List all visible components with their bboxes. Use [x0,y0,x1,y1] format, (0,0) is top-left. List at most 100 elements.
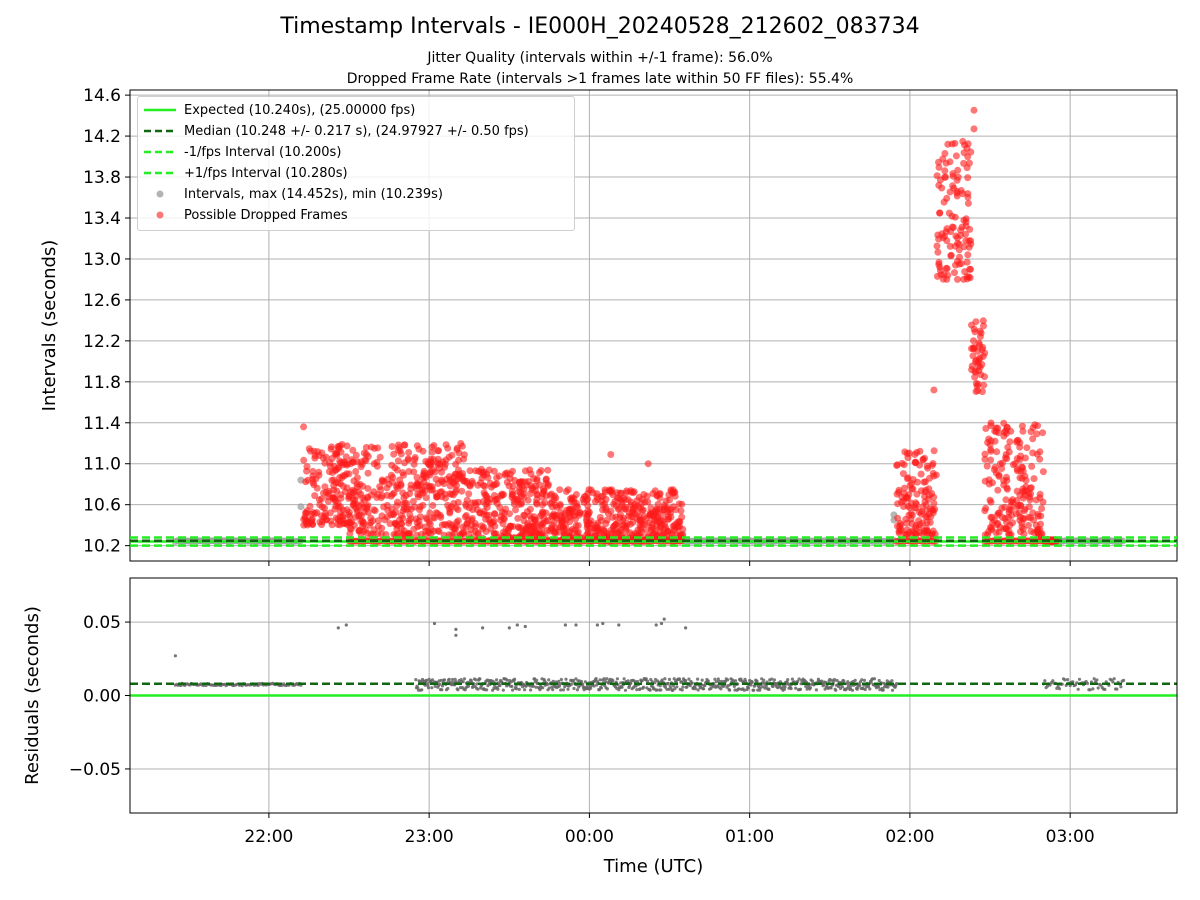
dropped-frame-point [337,491,345,499]
dropped-frame-point [491,510,499,518]
dropped-frame-point [483,494,491,502]
dropped-frame-point [539,490,547,498]
legend: Expected (10.240s), (25.00000 fps) Media… [137,96,575,231]
dropped-frame-point [644,498,652,506]
dropped-frame-point [572,522,580,530]
dropped-frame-point [454,475,462,483]
residual-point [1076,687,1080,691]
dropped-frame-point [564,486,572,494]
residual-point [1096,686,1100,690]
dropped-frame-point [442,441,450,449]
residual-point [834,688,838,692]
dropped-frame-point [995,429,1003,437]
dropped-frame-point [357,490,365,498]
residual-point [638,687,642,691]
dropped-frame-point [667,486,675,494]
dropped-frame-point [629,505,637,512]
residual-point [571,678,576,682]
dropped-frame-point [1002,525,1010,533]
residual-point [1051,679,1055,683]
dropped-frame-point [612,520,620,528]
dropped-frame-point [433,493,441,501]
residual-point [336,626,340,630]
dropped-frame-point [377,486,385,494]
dropped-frame-point [512,506,519,514]
dropped-frame-point [1020,530,1028,538]
dropped-frame-point [349,446,357,454]
dropped-frame-point [391,520,399,528]
residual-point [737,687,741,691]
residual-point [720,679,724,684]
dropped-frame-point [428,443,436,451]
residual-point [750,680,754,685]
residual-point [862,678,867,683]
dropped-frame-point [1016,516,1024,524]
dropped-frame-point [1021,454,1029,462]
dropped-frame-point [350,501,358,509]
dropped-frame-point [502,525,510,533]
dropped-frame-point [644,460,652,468]
dropped-frame-point [993,448,1001,456]
residual-point [529,688,533,692]
dropped-frame-point [303,467,311,475]
dropped-frame-point [326,509,334,517]
dropped-frame-point [306,502,314,510]
residual-point [732,684,736,689]
dropped-frame-point [407,515,415,523]
dropped-frame-point [678,513,686,521]
dropped-frame-point [526,466,534,474]
dropped-frame-point [374,517,382,525]
dropped-frame-point [430,514,438,522]
dropped-frame-point [1039,468,1047,476]
dropped-frame-point [329,494,337,502]
dropped-frame-point [322,453,330,461]
dropped-frame-point [1014,501,1022,509]
dropped-frame-point [556,502,564,510]
residual-point [726,678,730,682]
top-y-tick-label: 13.4 [83,209,121,229]
dropped-frame-point [981,455,989,463]
dropped-frame-point [980,322,987,330]
dropped-frame-point [332,479,340,487]
dropped-frame-point [1036,494,1044,502]
dropped-frame-point [513,495,521,503]
dropped-frame-point [493,474,501,482]
dropped-frame-point [955,246,963,254]
dropped-frame-point [894,514,902,522]
legend-item-dropped: Possible Dropped Frames [138,206,574,224]
dropped-frame-point [574,503,581,511]
dropped-frame-point [951,213,959,221]
residual-point [563,623,568,627]
dropped-frame-point [458,487,466,495]
dropped-frame-point [573,529,581,537]
dropped-frame-point [339,513,347,521]
residual-point [426,686,431,690]
dropped-frame-point [520,486,528,493]
residual-point [1065,678,1070,682]
residual-point [595,623,600,627]
dropped-frame-point [1027,428,1035,436]
dropped-frame-point [959,137,967,145]
dropped-frame-point [908,480,916,487]
dropped-frame-point [1023,487,1030,495]
chart-subtitle-dropped: Dropped Frame Rate (intervals >1 frames … [346,71,854,87]
residual-point [786,678,790,682]
dropped-frame-point [383,491,391,499]
dropped-frame-point [907,515,915,523]
dropped-frame-point [913,490,921,498]
dropped-frame-point [553,514,560,522]
dropped-frame-point [428,448,436,456]
legend-swatch-plus-fps [144,171,176,175]
dropped-frame-point [449,491,457,499]
residual-point [598,678,602,682]
dropped-frame-point [407,485,415,493]
dropped-frame-point [916,447,924,455]
dropped-frame-point [917,470,925,478]
dropped-frame-point [490,517,498,525]
residual-point [659,621,664,626]
dropped-frame-point [1005,530,1013,538]
legend-label: +1/fps Interval (10.280s) [184,166,348,181]
dropped-frame-point [378,530,385,538]
top-y-tick-label: 10.2 [83,537,121,557]
dropped-frame-point [919,456,927,464]
